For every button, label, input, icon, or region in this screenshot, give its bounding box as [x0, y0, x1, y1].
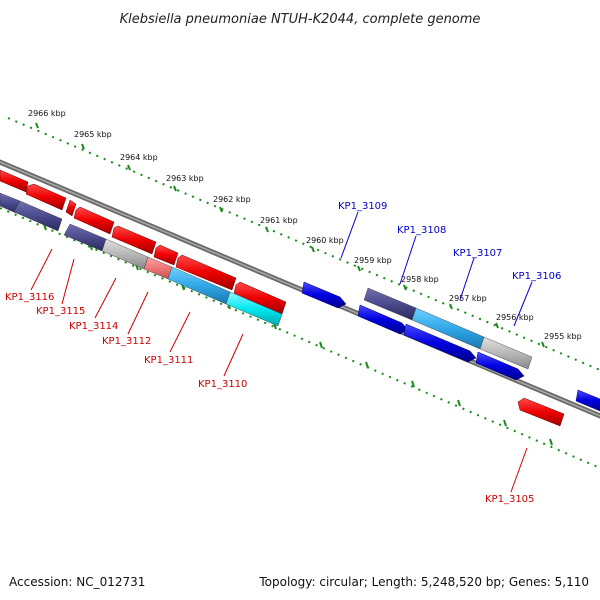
gene-arrow[interactable]: [111, 225, 157, 255]
gene-arrow[interactable]: [475, 351, 525, 381]
tick-label: 2958 kbp: [401, 275, 439, 284]
gene-label-KP1_3109[interactable]: KP1_3109: [338, 201, 387, 212]
gene-arrow[interactable]: [225, 291, 283, 327]
genome-summary: Topology: circular; Length: 5,248,520 bp…: [258, 575, 589, 589]
gene-arrow[interactable]: [575, 389, 600, 412]
gene-arrow[interactable]: [479, 336, 533, 370]
gene-label-KP1_3111[interactable]: KP1_3111: [144, 355, 193, 366]
gene-arrow[interactable]: [233, 281, 287, 315]
gene-arrow[interactable]: [403, 323, 477, 363]
gene-label-KP1_3115[interactable]: KP1_3115: [36, 306, 85, 317]
tick-label: 2960 kbp: [306, 236, 344, 245]
gene-label-KP1_3114[interactable]: KP1_3114: [69, 321, 118, 332]
forward-cog-lane: [363, 287, 533, 370]
scale-track-inner: [0, 207, 600, 469]
tick-label: 2966 kbp: [28, 109, 66, 118]
scale-track-outer: [7, 117, 600, 371]
gene-label-KP1_3116[interactable]: KP1_3116: [5, 292, 54, 303]
gene-arrow[interactable]: [65, 199, 77, 217]
reverse-gene-labels: [30, 248, 528, 493]
reverse-genes-lane: [0, 169, 565, 427]
gene-arrow[interactable]: [73, 206, 115, 235]
forward-gene-labels: [340, 211, 533, 327]
gene-arrow[interactable]: [357, 304, 409, 335]
gene-arrow[interactable]: [175, 254, 237, 291]
tick-label: 2965 kbp: [74, 130, 112, 139]
map-title: Klebsiella pneumoniae NTUH-K2044, comple…: [120, 12, 481, 27]
tick-label: 2959 kbp: [354, 256, 392, 265]
gene-label-KP1_3108[interactable]: KP1_3108: [397, 225, 446, 236]
gene-arrow[interactable]: [301, 281, 347, 309]
scale-labels: 2966 kbp 2965 kbp 2964 kbp 2963 kbp 2962…: [28, 109, 582, 341]
tick-label: 2955 kbp: [544, 332, 582, 341]
tick-label: 2961 kbp: [260, 216, 298, 225]
gene-label-KP1_3112[interactable]: KP1_3112: [102, 336, 151, 347]
tick-label: 2957 kbp: [449, 294, 487, 303]
reverse-cog-lane: [0, 192, 283, 327]
tick-label: 2962 kbp: [213, 195, 251, 204]
gene-label-KP1_3106[interactable]: KP1_3106: [512, 271, 561, 282]
tick-label: 2956 kbp: [496, 313, 534, 322]
accession-label: Accession: NC_012731: [9, 575, 145, 589]
gene-label-KP1_3110[interactable]: KP1_3110: [198, 379, 247, 390]
tick-label: 2964 kbp: [120, 153, 158, 162]
scale-major-ticks: [35, 122, 545, 348]
tick-label: 2963 kbp: [166, 174, 204, 183]
gene-label-KP1_3105[interactable]: KP1_3105: [485, 494, 534, 505]
forward-genes-lane: [301, 281, 600, 412]
genome-backbone: [0, 159, 600, 419]
gene-arrow[interactable]: [517, 397, 565, 427]
gene-arrow[interactable]: [153, 244, 179, 266]
gene-arrow[interactable]: [25, 183, 67, 211]
gene-label-KP1_3107[interactable]: KP1_3107: [453, 248, 502, 259]
gene-arrow[interactable]: [13, 200, 63, 232]
gene-arrow[interactable]: [0, 169, 29, 193]
